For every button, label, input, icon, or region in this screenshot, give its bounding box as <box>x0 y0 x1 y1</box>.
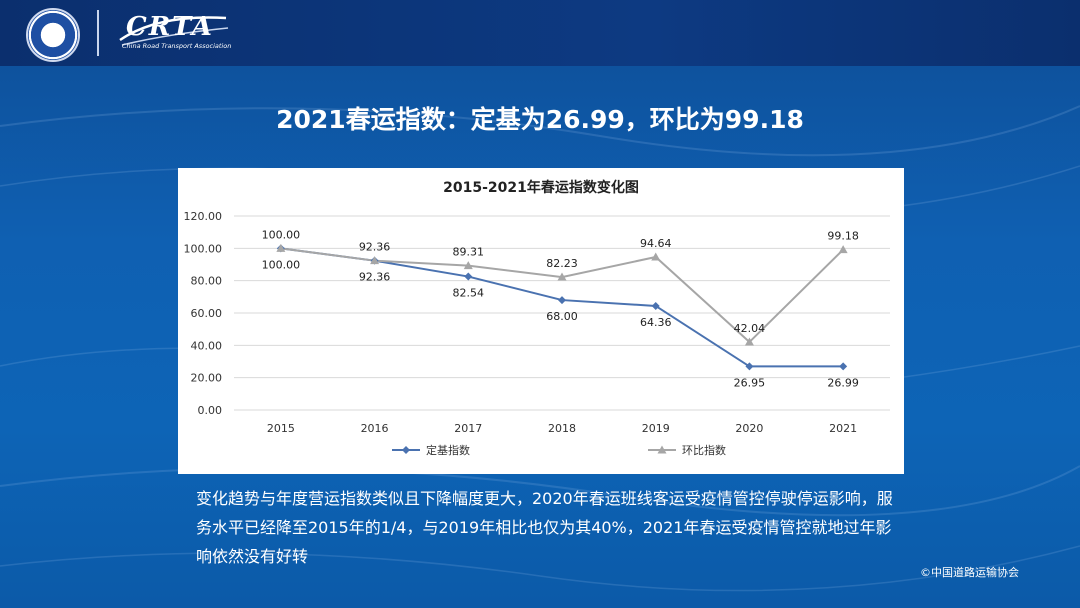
y-tick-label: 120.00 <box>184 210 223 223</box>
data-label: 26.95 <box>734 376 766 389</box>
copyright-notice: ©中国道路运输协会 <box>920 566 1019 579</box>
logo-swoosh-icon <box>119 16 229 46</box>
y-tick-label: 20.00 <box>191 372 223 385</box>
data-point-triangle <box>276 243 286 252</box>
legend-marker-diamond <box>402 446 410 454</box>
line-chart: 2015-2021年春运指数变化图 0.00 20.00 40.00 60.00 80.… <box>184 179 890 457</box>
data-label: 100.00 <box>262 258 301 271</box>
data-point-triangle <box>463 261 473 270</box>
data-label: 68.00 <box>546 310 578 323</box>
data-label: 82.54 <box>453 287 485 300</box>
association-emblem-icon <box>26 8 80 62</box>
logo-wordmark: CRTA <box>126 12 214 42</box>
data-point-diamond <box>558 296 566 305</box>
x-tick-label: 2018 <box>548 422 576 435</box>
data-point-diamond <box>839 362 848 371</box>
data-point-diamond <box>464 272 473 281</box>
legend-marker-triangle <box>657 445 667 454</box>
y-tick-label: 0.00 <box>198 404 223 417</box>
x-tick-label: 2019 <box>642 422 670 435</box>
crta-logo: CRTA China Road Transport Association <box>118 12 232 50</box>
y-tick-label: 80.00 <box>191 275 223 288</box>
data-point-triangle <box>744 337 754 346</box>
chart-title: 2015-2021年春运指数变化图 <box>443 179 639 196</box>
x-tick-label: 2016 <box>361 422 389 435</box>
logo-divider <box>97 10 99 56</box>
data-label: 92.36 <box>359 271 391 284</box>
x-tick-label: 2015 <box>267 422 295 435</box>
data-label: 42.04 <box>734 322 766 335</box>
y-tick-label: 100.00 <box>184 242 223 255</box>
x-tick-label: 2021 <box>829 422 857 435</box>
data-label: 82.23 <box>546 257 578 270</box>
data-point-triangle <box>651 252 661 261</box>
y-tick-label: 40.00 <box>191 339 223 352</box>
x-tick-label: 2020 <box>735 422 763 435</box>
top-bar: CRTA China Road Transport Association <box>0 0 1080 66</box>
chart-panel: 2015-2021年春运指数变化图 0.00 20.00 40.00 60.00 80.… <box>178 168 904 474</box>
page-headline: 2021春运指数：定基为26.99，环比为99.18 <box>276 105 804 134</box>
logo-subtext: China Road Transport Association <box>122 42 232 50</box>
data-label: 89.31 <box>453 246 485 259</box>
data-point-triangle <box>557 272 567 281</box>
data-point-triangle <box>370 256 380 265</box>
data-label: 94.64 <box>640 237 672 250</box>
caption-text: 变化趋势与年度营运指数类似且下降幅度更大，2020年春运班线客运受疫情管控停驶停… <box>196 489 893 566</box>
y-tick-label: 60.00 <box>191 307 223 320</box>
data-point-triangle <box>838 245 848 254</box>
data-label: 64.36 <box>640 316 672 329</box>
data-point-diamond <box>651 301 660 310</box>
x-tick-label: 2017 <box>454 422 482 435</box>
data-label: 92.36 <box>359 241 391 254</box>
legend-label: 环比指数 <box>682 443 726 457</box>
data-label: 99.18 <box>827 230 859 243</box>
data-label: 26.99 <box>827 376 859 389</box>
legend-label: 定基指数 <box>426 443 470 457</box>
data-point-diamond <box>745 362 754 371</box>
data-label: 100.00 <box>262 228 301 241</box>
